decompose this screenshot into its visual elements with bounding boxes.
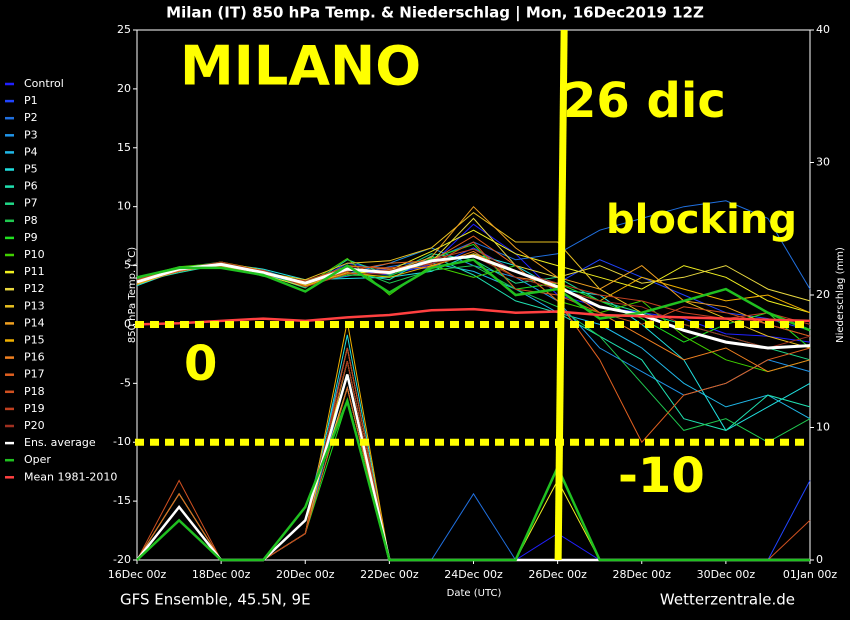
legend-label: P12 [24, 282, 45, 295]
y-tick-label: 20 [117, 82, 131, 95]
legend-label: P8 [24, 214, 38, 227]
x-tick-label: 28Dec 00z [612, 568, 671, 581]
legend-label: P14 [24, 316, 45, 329]
legend-label: Mean 1981-2010 [24, 470, 117, 483]
legend-label: P17 [24, 368, 45, 381]
legend-label: P7 [24, 197, 38, 210]
legend-label: P10 [24, 248, 45, 261]
y2-axis-label: Niederschlag (mm) [835, 247, 846, 343]
footer-right: Wetterzentrale.de [660, 591, 795, 609]
legend-label: P18 [24, 385, 45, 398]
legend-label: P9 [24, 231, 38, 244]
annotation: 26 dic [563, 73, 726, 129]
x-tick-label: 26Dec 00z [528, 568, 587, 581]
date-marker-line [554, 29, 568, 561]
y-tick-label: -10 [113, 435, 131, 448]
y-tick-label: 5 [124, 259, 131, 272]
y-tick-label: 25 [117, 23, 131, 36]
x-axis-label: Date (UTC) [447, 588, 502, 599]
legend-label: P3 [24, 128, 38, 141]
y-tick-label: -15 [113, 494, 131, 507]
legend-label: P20 [24, 419, 45, 432]
y-tick-label: 0 [124, 317, 131, 330]
y-tick-label: -20 [113, 553, 131, 566]
y2-tick-label: 40 [816, 23, 830, 36]
y-tick-label: 15 [117, 141, 131, 154]
temperature-line [136, 307, 811, 326]
annotation: blocking [606, 197, 797, 243]
x-tick-label: 18Dec 00z [192, 568, 251, 581]
legend-label: P4 [24, 145, 38, 158]
legend-label: Oper [24, 453, 51, 466]
y2-tick-label: 20 [816, 288, 830, 301]
x-tick-label: 01Jan 00z [783, 568, 837, 581]
legend-label: P11 [24, 265, 45, 278]
legend-label: Control [24, 77, 64, 90]
y-tick-label: -5 [120, 376, 131, 389]
legend-label: P2 [24, 111, 38, 124]
x-tick-label: 22Dec 00z [360, 568, 419, 581]
chart-title: Milan (IT) 850 hPa Temp. & Niederschlag … [166, 4, 704, 23]
y-axis-label: 850 hPa Temp. (°C) [127, 247, 138, 343]
y2-tick-label: 30 [816, 156, 830, 169]
legend-label: P19 [24, 402, 45, 415]
legend-label: P5 [24, 163, 38, 176]
temperature-line [136, 258, 811, 332]
annotation: -10 [618, 448, 705, 504]
legend-label: Ens. average [24, 436, 96, 449]
footer-left: GFS Ensemble, 45.5N, 9E [120, 591, 311, 609]
y-tick-label: 10 [117, 200, 131, 213]
temperature-line [136, 253, 811, 314]
annotation: 0 [184, 336, 217, 392]
legend-label: P1 [24, 94, 38, 107]
temperature-line [136, 254, 811, 350]
x-tick-label: 24Dec 00z [444, 568, 503, 581]
legend-label: P16 [24, 351, 45, 364]
legend-label: P6 [24, 180, 38, 193]
y2-tick-label: 10 [816, 421, 830, 434]
x-tick-label: 20Dec 00z [276, 568, 335, 581]
x-tick-label: 30Dec 00z [697, 568, 756, 581]
precip-line [136, 397, 810, 562]
annotation: MILANO [180, 35, 421, 98]
x-tick-label: 16Dec 00z [108, 568, 167, 581]
legend-label: P13 [24, 299, 45, 312]
y2-tick-label: 0 [816, 553, 823, 566]
legend-label: P15 [24, 334, 45, 347]
